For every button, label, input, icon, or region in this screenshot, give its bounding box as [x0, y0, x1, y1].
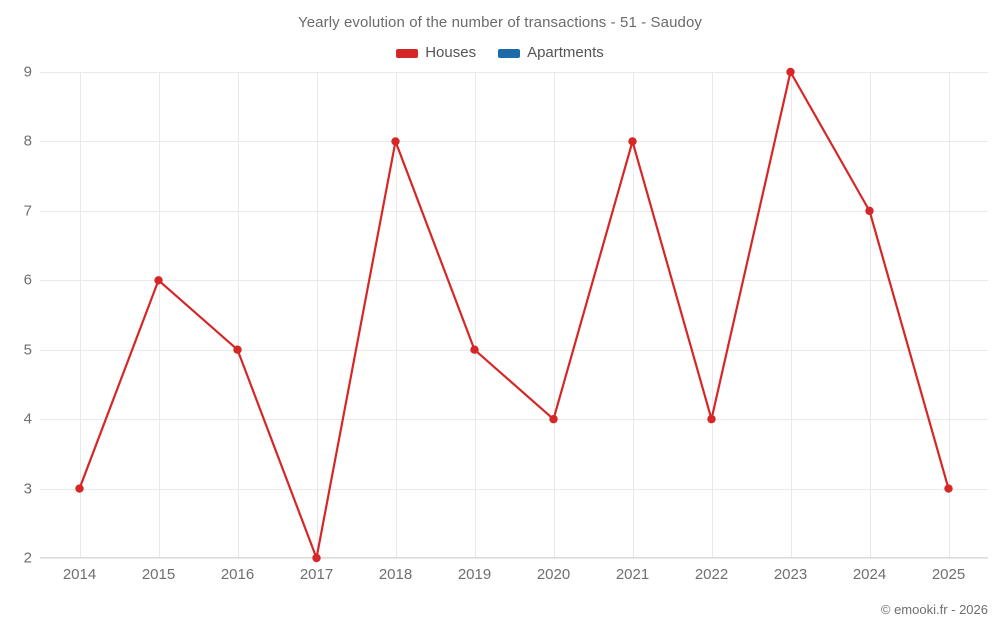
legend-label-apartments: Apartments [527, 44, 604, 61]
x-tick-label: 2015 [141, 566, 176, 583]
y-tick-label: 8 [23, 132, 32, 150]
gridline-horizontal [40, 349, 988, 351]
x-tick-label: 2014 [62, 566, 97, 583]
data-point-houses[interactable] [233, 345, 242, 354]
data-point-houses[interactable] [154, 276, 163, 285]
gridline-vertical [79, 72, 81, 558]
gridline-vertical [237, 72, 239, 558]
y-tick-label: 2 [23, 549, 32, 567]
legend-swatch-houses [396, 48, 419, 58]
y-tick-label: 4 [23, 410, 32, 428]
legend-item-houses[interactable]: Houses [396, 45, 476, 61]
gridline-vertical [711, 72, 713, 558]
x-tick-label: 2023 [773, 566, 808, 583]
gridline-vertical [158, 72, 160, 558]
chart-title: Yearly evolution of the number of transa… [297, 14, 702, 31]
data-point-houses[interactable] [707, 414, 716, 424]
plot-area [40, 67, 988, 563]
footer-credit: © emooki.fr - 2026 [880, 602, 988, 617]
gridline-vertical [553, 72, 555, 558]
legend-label-houses: Houses [425, 44, 477, 61]
data-point-houses[interactable] [786, 67, 795, 77]
data-point-houses[interactable] [75, 484, 84, 493]
gridline-vertical [632, 72, 634, 558]
x-tick-label: 2019 [457, 566, 492, 583]
data-point-houses[interactable] [391, 137, 400, 146]
y-tick-label: 6 [23, 271, 32, 289]
data-point-houses[interactable] [312, 553, 321, 563]
series-layer [75, 67, 953, 563]
gridline-horizontal [40, 72, 988, 73]
gridline-vertical [395, 72, 397, 558]
x-tick-label: 2025 [931, 566, 966, 583]
gridline-vertical [948, 72, 950, 558]
gridline-vertical [869, 72, 871, 558]
x-tick-label: 2024 [852, 566, 887, 583]
legend-item-apartments[interactable]: Apartments [498, 45, 604, 61]
gridline-horizontal [40, 488, 988, 490]
gridline-vertical [790, 72, 792, 558]
y-tick-label: 7 [23, 202, 32, 220]
x-tick-label: 2020 [536, 566, 571, 583]
gridline-horizontal [40, 280, 988, 282]
gridline-vertical [316, 72, 318, 558]
x-tick-label: 2017 [299, 566, 334, 583]
data-point-houses[interactable] [944, 484, 953, 493]
x-tick-label: 2021 [615, 566, 650, 583]
gridline-horizontal [40, 558, 988, 559]
chart-legend: Houses Apartments [0, 45, 1000, 61]
x-axis-labels: 2014 2015 2016 2017 2018 2019 2020 2021 2022 2023… [40, 566, 988, 588]
legend-swatch-apartments [498, 48, 521, 58]
y-tick-label: 3 [23, 480, 32, 498]
x-tick-label: 2018 [378, 566, 413, 583]
data-point-houses[interactable] [628, 137, 637, 146]
data-point-houses[interactable] [865, 206, 874, 216]
x-tick-label: 2016 [220, 566, 255, 583]
series-line-houses [78, 70, 950, 560]
gridline-horizontal [40, 210, 988, 212]
gridline-vertical [474, 72, 476, 558]
gridline-horizontal [40, 141, 988, 143]
gridline-horizontal [40, 419, 988, 421]
x-tick-label: 2022 [694, 566, 729, 583]
y-tick-label: 5 [23, 341, 32, 359]
data-point-houses[interactable] [549, 414, 558, 424]
y-tick-label: 9 [23, 63, 32, 81]
x-axis-line [40, 557, 988, 558]
data-point-houses[interactable] [470, 345, 479, 354]
y-axis-labels: 2 3 4 5 6 7 8 9 [0, 64, 1000, 567]
